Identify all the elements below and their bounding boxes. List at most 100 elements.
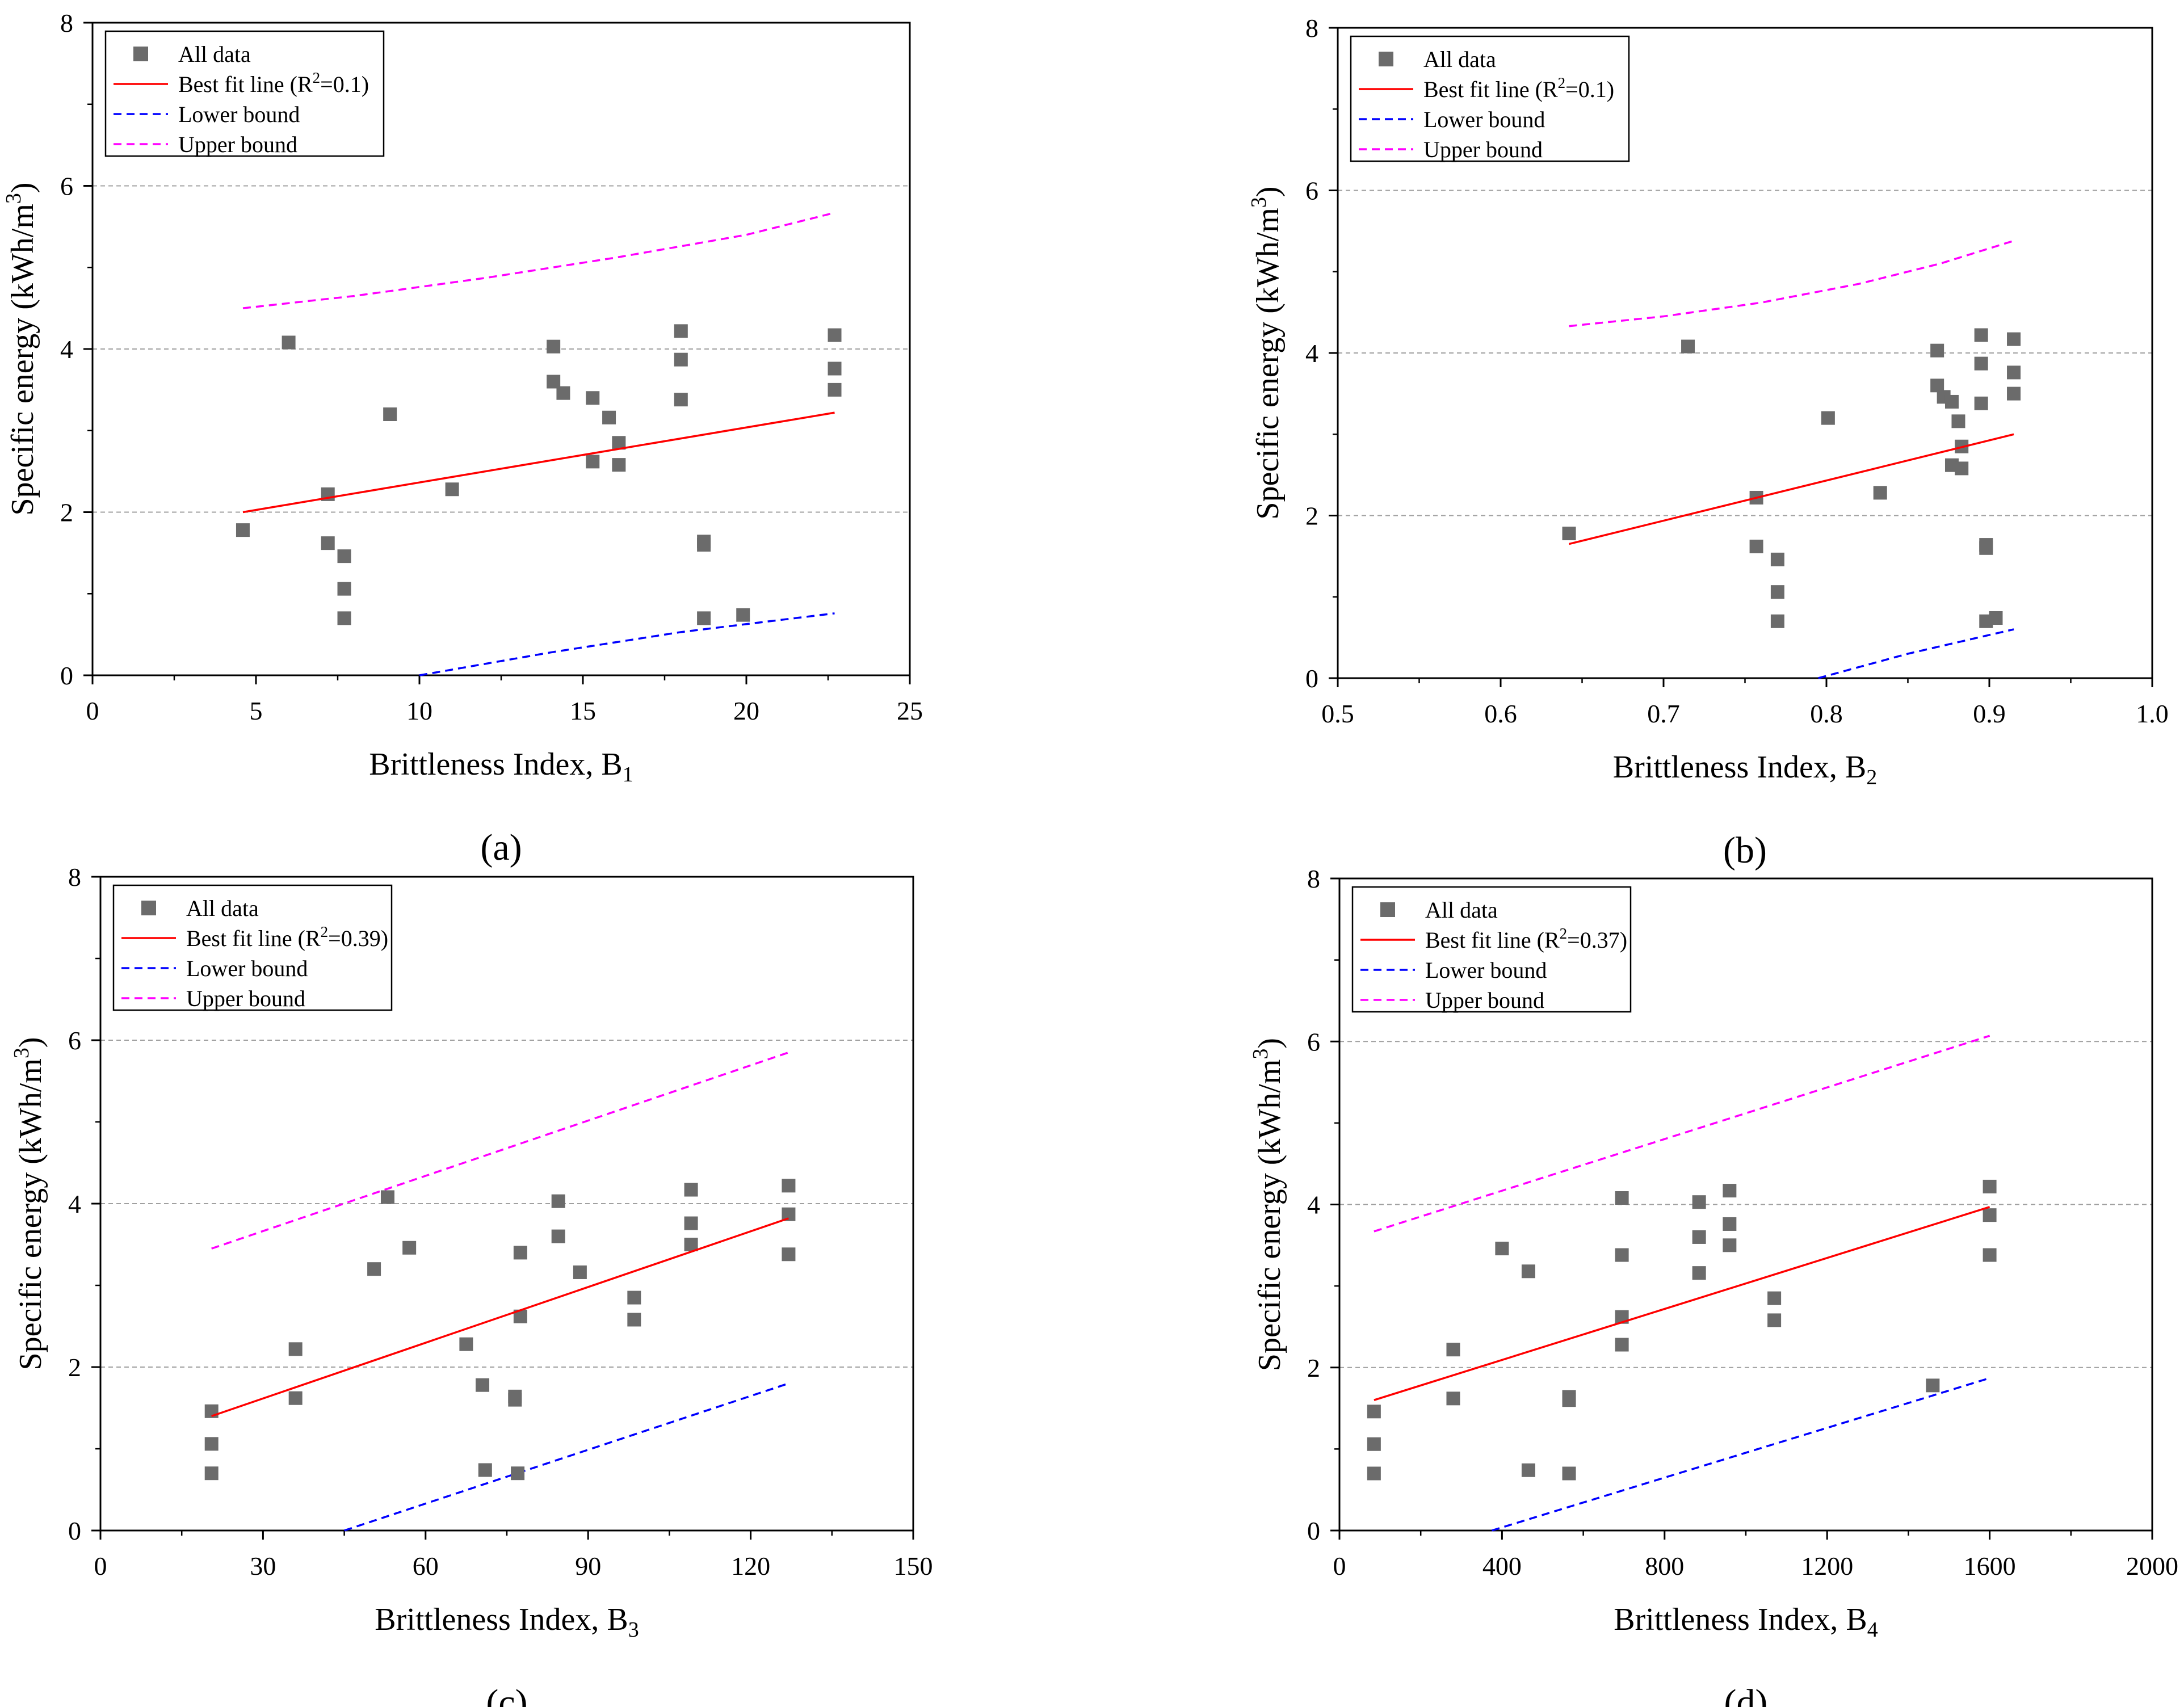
panel-label: (a) bbox=[480, 827, 522, 868]
x-tick-label: 0.9 bbox=[1973, 699, 2006, 728]
legend-marker-all-data bbox=[1379, 52, 1393, 66]
data-point bbox=[1770, 552, 1784, 566]
legend-label-upper-bound: Upper bound bbox=[178, 132, 297, 157]
data-point bbox=[478, 1463, 492, 1477]
data-point bbox=[1955, 461, 1969, 476]
panel-d: 0 400 800 1200 1600 2000 0 2 4 6 8 Brittleness Inde… bbox=[1249, 864, 2178, 1707]
data-point bbox=[1974, 356, 1988, 371]
data-point bbox=[1873, 486, 1887, 500]
y-axis-label-tail: ) bbox=[13, 1037, 48, 1048]
y-tick-label: 6 bbox=[68, 1026, 81, 1055]
panel-label: (b) bbox=[1723, 830, 1767, 871]
data-point bbox=[1367, 1466, 1381, 1481]
y-tick-label: 2 bbox=[1307, 1353, 1320, 1382]
legend-box bbox=[112, 884, 393, 1011]
data-point bbox=[547, 375, 561, 389]
lower-bound-line bbox=[344, 1382, 789, 1532]
data-point bbox=[2007, 386, 2021, 401]
panel-b: 0.5 0.6 0.7 0.8 0.9 1.0 0 2 4 6 8 Brittleness Index… bbox=[1247, 14, 2169, 871]
legend-best-fit-suffix: =0.1) bbox=[320, 72, 369, 97]
data-point bbox=[828, 328, 842, 342]
x-axis-label-subscript: 3 bbox=[628, 1618, 639, 1642]
data-point bbox=[1974, 396, 1988, 410]
x-tick-label: 0.5 bbox=[1321, 699, 1354, 728]
data-point bbox=[476, 1378, 490, 1392]
x-tick-label: 60 bbox=[413, 1552, 439, 1580]
x-axis-label-subscript: 2 bbox=[1866, 766, 1877, 789]
legend-label-upper-bound: Upper bound bbox=[1425, 987, 1544, 1013]
x-tick-label: 120 bbox=[731, 1552, 770, 1580]
x-tick-label: 10 bbox=[406, 696, 432, 725]
data-point bbox=[1723, 1238, 1737, 1252]
x-tick-label: 0 bbox=[1333, 1552, 1346, 1580]
data-point bbox=[513, 1246, 527, 1260]
panel-label-text: (c) bbox=[486, 1682, 527, 1707]
legend-best-fit-sup: 2 bbox=[1558, 74, 1566, 91]
data-point bbox=[337, 549, 351, 564]
data-point bbox=[1979, 541, 1993, 555]
legend-label-lower-bound: Lower bound bbox=[186, 956, 308, 981]
data-point bbox=[573, 1265, 587, 1279]
y-axis-label-superscript: 3 bbox=[1247, 197, 1271, 208]
legend-marker-all-data bbox=[133, 47, 148, 61]
x-axis-label-text: Brittleness Index, B bbox=[1614, 1602, 1867, 1637]
legend-label-best-fit: Best fit line (R2=0.39) bbox=[186, 923, 388, 951]
data-point bbox=[782, 1247, 796, 1262]
y-tick-label: 6 bbox=[1305, 176, 1318, 205]
data-point bbox=[1562, 1466, 1576, 1481]
data-point bbox=[1749, 539, 1763, 553]
legend-label-best-fit: Best fit line (R2=0.1) bbox=[178, 69, 369, 97]
panel-label: (c) bbox=[486, 1682, 527, 1707]
data-point bbox=[459, 1337, 473, 1351]
data-point bbox=[674, 352, 688, 367]
data-point bbox=[204, 1437, 219, 1451]
data-point bbox=[1521, 1463, 1535, 1477]
data-point bbox=[321, 536, 335, 550]
data-point bbox=[337, 611, 351, 625]
data-point bbox=[1495, 1242, 1509, 1256]
data-point bbox=[236, 523, 250, 537]
y-axis-label-text: Specific energy (kWh/m bbox=[13, 1058, 48, 1370]
y-tick-label: 2 bbox=[60, 498, 73, 527]
y-tick-label: 4 bbox=[1307, 1191, 1320, 1220]
y-axis-label: Specific energy (kWh/m3) bbox=[10, 1037, 48, 1370]
data-point bbox=[828, 361, 842, 376]
legend-best-fit-suffix: =0.37) bbox=[1567, 927, 1627, 953]
data-point bbox=[367, 1262, 381, 1276]
data-point bbox=[282, 335, 296, 350]
upper-bound-line bbox=[211, 1051, 789, 1250]
data-point bbox=[380, 1190, 394, 1204]
panel-label: (d) bbox=[1724, 1682, 1768, 1707]
x-tick-label: 2000 bbox=[2126, 1552, 2178, 1580]
x-axis-label: Brittleness Index, B4 bbox=[1614, 1602, 1878, 1642]
data-point bbox=[1692, 1195, 1706, 1209]
data-point bbox=[547, 339, 561, 354]
y-tick-label: 4 bbox=[1305, 339, 1318, 368]
data-point bbox=[736, 608, 750, 622]
legend-label-all-data: All data bbox=[1425, 897, 1498, 923]
y-axis-label-tail: ) bbox=[1250, 186, 1286, 197]
legend-best-fit-sup: 2 bbox=[313, 69, 321, 86]
legend-label-all-data: All data bbox=[178, 41, 251, 67]
data-point bbox=[1983, 1208, 1997, 1222]
x-tick-label: 1.0 bbox=[2136, 699, 2169, 728]
x-tick-label: 150 bbox=[894, 1552, 933, 1580]
y-tick-label: 8 bbox=[1307, 864, 1320, 893]
panel-label-text: (d) bbox=[1724, 1682, 1768, 1707]
y-tick-label: 0 bbox=[68, 1516, 81, 1545]
data-point bbox=[1974, 328, 1988, 342]
legend-label-best-fit: Best fit line (R2=0.37) bbox=[1425, 925, 1627, 953]
legend-box bbox=[1350, 35, 1630, 162]
x-axis-label-subscript: 1 bbox=[623, 763, 633, 787]
data-point bbox=[627, 1313, 641, 1327]
data-point bbox=[1692, 1230, 1706, 1244]
x-tick-label: 0.7 bbox=[1647, 699, 1680, 728]
data-point bbox=[602, 410, 616, 424]
y-axis-label-superscript: 3 bbox=[10, 1048, 33, 1058]
data-point bbox=[627, 1290, 641, 1305]
x-tick-label: 0.8 bbox=[1810, 699, 1843, 728]
x-tick-label: 0 bbox=[94, 1552, 107, 1580]
y-tick-label: 8 bbox=[68, 863, 81, 892]
